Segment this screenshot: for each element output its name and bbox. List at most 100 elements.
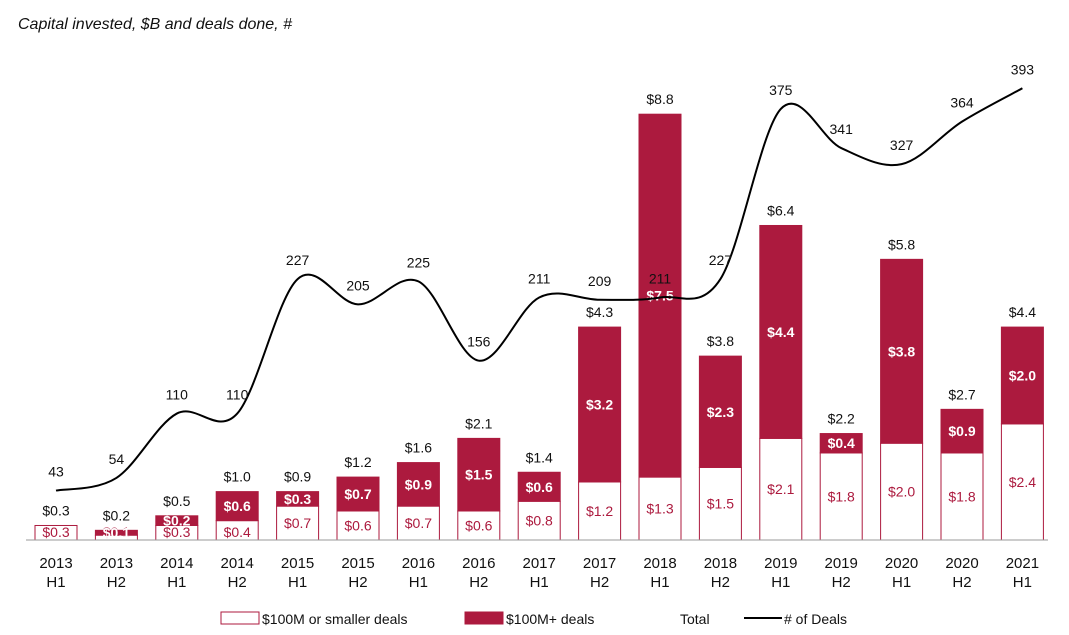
- x-tick-half-6: H1: [409, 574, 428, 591]
- x-tick-labels-layer: 2013 H1 2013 H2 2014 H1 2014 H2 2015 H1 2015 H2 2016…: [39, 555, 1039, 591]
- x-tick-half-16: H1: [1013, 574, 1032, 591]
- deals-line: [55, 87, 1023, 492]
- x-tick-year-7: 2016: [462, 555, 495, 572]
- label-deals-7: 156: [467, 334, 491, 350]
- bar-small-15: [940, 452, 984, 541]
- label-small-0: $0.3: [42, 524, 69, 540]
- x-tick-year-14: 2020: [885, 555, 918, 572]
- legend-swatch-large: [464, 611, 504, 625]
- label-small-8: $0.8: [526, 513, 553, 529]
- bar-small-16: [1000, 423, 1044, 541]
- bar-large-16: [1000, 326, 1044, 425]
- label-large-7: $1.5: [465, 467, 492, 483]
- bar-small-6: [396, 505, 440, 541]
- bar-large-15: [940, 408, 984, 454]
- label-large-10: $7.5: [646, 288, 673, 304]
- label-total-9: $4.3: [586, 304, 613, 320]
- label-deals-3: 110: [226, 387, 249, 403]
- bar-large-5: [336, 476, 380, 512]
- bar-large-9: [578, 326, 622, 483]
- bar-small-14: [880, 442, 924, 541]
- legend-label-large: $100M+ deals: [506, 611, 594, 627]
- label-small-14: $2.0: [888, 484, 915, 500]
- label-total-5: $1.2: [344, 454, 371, 470]
- label-total-1: $0.2: [103, 507, 130, 523]
- label-total-4: $0.9: [284, 469, 311, 485]
- x-tick-half-8: H1: [530, 574, 549, 591]
- label-total-15: $2.7: [948, 386, 975, 402]
- label-deals-6: 225: [407, 254, 431, 270]
- x-tick-half-5: H2: [348, 574, 367, 591]
- label-deals-15: 364: [950, 95, 974, 111]
- label-small-3: $0.4: [224, 524, 251, 540]
- total-labels-layer: $0.3 $0.2 $0.5 $1.0 $0.9 $1.2 $1.6 $2.1 $1.4 $4.3…: [42, 91, 1036, 523]
- label-deals-13: 341: [830, 121, 854, 137]
- label-small-2: $0.3: [163, 524, 190, 540]
- label-small-15: $1.8: [948, 488, 975, 504]
- bar-small-5: [336, 510, 380, 541]
- label-total-14: $5.8: [888, 236, 915, 252]
- x-tick-half-15: H2: [952, 574, 971, 591]
- deal-labels-layer: 43 54 110 110 227 205 225 156 211 209 211 227 375 341…: [48, 61, 1034, 479]
- legend: $100M or smaller deals $100M+ deals Tota…: [220, 611, 847, 627]
- bar-small-9: [578, 481, 622, 541]
- label-deals-12: 375: [769, 82, 793, 98]
- x-tick-year-6: 2016: [402, 555, 435, 572]
- label-total-7: $2.1: [465, 415, 492, 431]
- label-small-1: $0.1: [103, 524, 130, 540]
- bars-layer: [34, 113, 1044, 541]
- label-large-4: $0.3: [284, 491, 311, 507]
- bar-large-11: [698, 355, 742, 468]
- bar-large-3: [215, 491, 259, 522]
- x-tick-year-1: 2013: [100, 555, 133, 572]
- bar-small-7: [457, 510, 501, 541]
- legend-label-deals: # of Deals: [784, 611, 847, 627]
- x-tick-half-3: H2: [228, 574, 247, 591]
- bar-large-4: [276, 491, 320, 507]
- label-total-6: $1.6: [405, 440, 432, 456]
- x-tick-half-12: H1: [771, 574, 790, 591]
- chart-title: Capital invested, $B and deals done, #: [18, 16, 292, 33]
- label-deals-9: 209: [588, 273, 612, 289]
- label-total-2: $0.5: [163, 493, 190, 509]
- label-large-1: $0.1: [103, 525, 130, 541]
- label-small-13: $1.8: [828, 488, 855, 504]
- x-tick-year-12: 2019: [764, 555, 797, 572]
- bar-large-8: [517, 471, 561, 502]
- segment-labels-layer: $0.3 $0.1$0.1 $0.3$0.2$0.4$0.6$0.7$0.3$0.6…: [42, 288, 1036, 541]
- label-large-5: $0.7: [344, 486, 371, 502]
- label-small-9: $1.2: [586, 503, 613, 519]
- label-total-11: $3.8: [707, 333, 734, 349]
- x-tick-year-4: 2015: [281, 555, 314, 572]
- x-tick-year-10: 2018: [643, 555, 676, 572]
- label-large-11: $2.3: [707, 404, 734, 420]
- label-small-11: $1.5: [707, 496, 734, 512]
- label-deals-1: 54: [109, 451, 125, 467]
- label-total-13: $2.2: [828, 411, 855, 427]
- label-small-4: $0.7: [284, 515, 311, 531]
- label-deals-11: 227: [709, 252, 733, 268]
- x-tick-half-2: H1: [167, 574, 186, 591]
- x-tick-year-3: 2014: [221, 555, 254, 572]
- bar-large-7: [457, 437, 501, 512]
- label-total-8: $1.4: [526, 449, 553, 465]
- label-deals-8: 211: [528, 270, 551, 286]
- x-tick-year-16: 2021: [1006, 555, 1039, 572]
- label-deals-16: 393: [1011, 61, 1035, 77]
- label-total-3: $1.0: [224, 469, 251, 485]
- label-deals-0: 43: [48, 464, 64, 480]
- label-large-16: $2.0: [1009, 367, 1036, 383]
- label-large-12: $4.4: [767, 324, 794, 340]
- x-tick-half-4: H1: [288, 574, 307, 591]
- x-tick-year-5: 2015: [341, 555, 374, 572]
- legend-swatch-small: [220, 611, 260, 625]
- label-small-6: $0.7: [405, 515, 432, 531]
- label-deals-4: 227: [286, 252, 310, 268]
- label-total-12: $6.4: [767, 202, 794, 218]
- label-small-7: $0.6: [465, 517, 492, 533]
- label-small-16: $2.4: [1009, 474, 1036, 490]
- x-tick-year-2: 2014: [160, 555, 193, 572]
- label-large-2: $0.2: [163, 513, 190, 529]
- label-large-9: $3.2: [586, 397, 613, 413]
- label-large-6: $0.9: [405, 476, 432, 492]
